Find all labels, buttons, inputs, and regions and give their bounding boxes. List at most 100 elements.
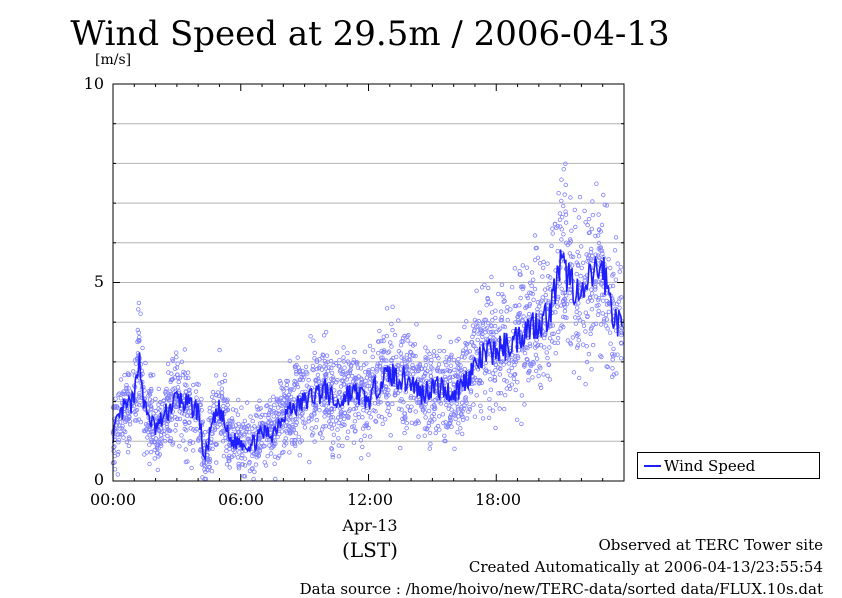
scatter-point bbox=[449, 352, 454, 358]
series-line-wind-speed bbox=[112, 249, 623, 462]
scatter-point bbox=[320, 435, 325, 440]
scatter-point bbox=[479, 285, 485, 290]
scatter-point bbox=[547, 281, 552, 286]
scatter-point bbox=[314, 417, 319, 423]
scatter-point bbox=[541, 259, 546, 265]
scatter-point bbox=[446, 358, 452, 363]
scatter-point bbox=[227, 421, 232, 426]
scatter-point bbox=[373, 419, 379, 424]
scatter-point bbox=[534, 356, 540, 361]
scatter-point bbox=[203, 469, 208, 475]
scatter-point bbox=[182, 419, 188, 424]
scatter-point bbox=[118, 377, 124, 382]
scatter-point bbox=[384, 333, 389, 339]
scatter-point bbox=[542, 332, 547, 337]
scatter-point bbox=[593, 233, 598, 239]
scatter-point bbox=[345, 429, 351, 434]
scatter-point bbox=[293, 366, 298, 371]
scatter-point bbox=[498, 366, 503, 371]
scatter-point bbox=[486, 285, 491, 291]
scatter-point bbox=[330, 415, 335, 420]
scatter-point bbox=[182, 347, 187, 352]
scatter-point bbox=[563, 212, 569, 217]
scatter-point bbox=[351, 440, 357, 445]
scatter-point bbox=[156, 427, 161, 432]
scatter-point bbox=[333, 360, 338, 366]
scatter-point bbox=[284, 382, 290, 388]
x-tick-label-1200: 12:00 bbox=[346, 490, 394, 509]
scatter-point bbox=[515, 355, 521, 361]
scatter-point bbox=[226, 453, 232, 458]
scatter-point bbox=[136, 330, 141, 335]
scatter-point bbox=[423, 401, 428, 407]
scatter-point bbox=[486, 369, 492, 374]
scatter-point bbox=[345, 413, 350, 419]
scatter-point bbox=[321, 424, 326, 429]
scatter-point bbox=[472, 414, 478, 419]
scatter-point bbox=[370, 354, 375, 360]
scatter-point bbox=[336, 443, 341, 448]
scatter-point bbox=[379, 414, 384, 420]
scatter-point bbox=[487, 330, 492, 335]
scatter-point bbox=[448, 354, 454, 359]
scatter-point bbox=[589, 287, 594, 292]
scatter-point bbox=[331, 406, 337, 412]
scatter-point bbox=[382, 389, 387, 394]
scatter-point bbox=[394, 354, 399, 360]
scatter-point bbox=[326, 413, 332, 418]
scatter-point bbox=[293, 422, 298, 428]
scatter-point bbox=[477, 310, 482, 315]
scatter-point bbox=[358, 438, 364, 443]
scatter-point bbox=[415, 364, 420, 369]
scatter-point bbox=[179, 433, 184, 438]
scatter-point bbox=[550, 226, 555, 231]
scatter-point bbox=[353, 428, 358, 433]
scatter-point bbox=[122, 429, 128, 435]
scatter-point bbox=[293, 443, 298, 448]
scatter-point bbox=[577, 318, 583, 323]
scatter-point bbox=[323, 366, 329, 371]
scatter-point bbox=[461, 348, 466, 353]
scatter-point bbox=[190, 448, 196, 453]
scatter-point bbox=[596, 308, 601, 314]
scatter-point bbox=[562, 315, 568, 320]
scatter-point bbox=[385, 409, 390, 414]
scatter-point bbox=[604, 364, 609, 369]
scatter-point bbox=[362, 383, 368, 388]
scatter-point bbox=[136, 307, 141, 312]
scatter-point bbox=[531, 297, 536, 302]
scatter-point bbox=[341, 359, 347, 364]
scatter-point bbox=[404, 365, 410, 370]
scatter-point bbox=[337, 364, 342, 369]
scatter-point bbox=[116, 423, 122, 428]
scatter-point bbox=[488, 301, 494, 306]
scatter-point bbox=[322, 414, 327, 419]
scatter-point bbox=[341, 355, 346, 360]
scatter-point bbox=[598, 353, 603, 358]
scatter-point bbox=[309, 426, 314, 431]
scatter-point bbox=[210, 446, 215, 451]
scatter-point bbox=[564, 301, 570, 307]
scatter-point bbox=[583, 220, 588, 225]
scatter-point bbox=[596, 296, 602, 301]
scatter-point bbox=[359, 456, 364, 461]
scatter-point bbox=[442, 368, 447, 374]
scatter-point bbox=[257, 448, 263, 453]
scatter-point bbox=[442, 438, 447, 444]
scatter-point bbox=[459, 400, 465, 405]
scatter-point bbox=[217, 422, 222, 427]
scatter-point bbox=[518, 272, 523, 277]
scatter-point bbox=[299, 371, 304, 377]
scatter-point bbox=[268, 418, 273, 423]
scatter-point bbox=[416, 376, 421, 382]
scatter-point bbox=[368, 434, 373, 439]
scatter-point bbox=[147, 433, 152, 438]
scatter-point bbox=[615, 352, 620, 357]
scatter-point bbox=[462, 403, 467, 408]
scatter-point bbox=[287, 389, 293, 394]
scatter-point bbox=[303, 406, 308, 412]
scatter-point bbox=[554, 225, 559, 230]
scatter-point bbox=[477, 380, 482, 386]
scatter-point bbox=[524, 356, 529, 362]
scatter-point bbox=[120, 391, 125, 396]
